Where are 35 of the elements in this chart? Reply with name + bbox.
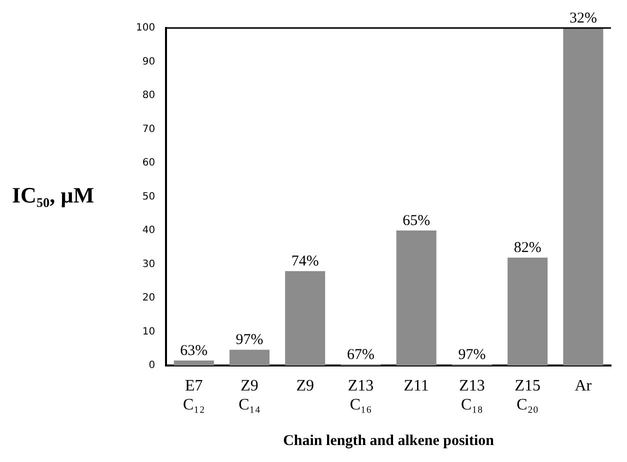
- annotation: 32%: [569, 10, 597, 26]
- y-tick-label: 30: [142, 258, 156, 270]
- y-tick-label: 40: [142, 225, 156, 236]
- x-tick-label: E7 C₁₂: [182, 377, 205, 414]
- x-tick-label: Z13 C₁₆: [348, 377, 374, 414]
- y-tick-label: 80: [142, 90, 156, 102]
- bar: [563, 28, 604, 366]
- x-axis-title: Chain length and alkene position: [283, 432, 495, 449]
- y-tick-label: 20: [142, 292, 156, 304]
- y-tick-label: 70: [142, 124, 156, 135]
- y-tick-label: 50: [142, 191, 156, 202]
- bar: [174, 360, 214, 366]
- y-tick-label: 60: [142, 158, 156, 169]
- x-tick-label: Ar: [574, 377, 592, 394]
- x-tick-label: Z9: [296, 377, 314, 394]
- annotation: 67%: [346, 347, 374, 364]
- annotation: 65%: [402, 212, 430, 229]
- x-tick-label: Z13 C₁₈: [459, 377, 485, 414]
- y-tick-label: 90: [142, 56, 156, 68]
- annotation: 74%: [291, 254, 319, 270]
- annotation: 97%: [458, 347, 486, 364]
- annotation: 97%: [236, 332, 264, 348]
- bar: [285, 271, 326, 366]
- x-tick-label: Z11: [404, 377, 429, 394]
- bar: [229, 350, 270, 366]
- bar: [396, 230, 436, 366]
- bar: [508, 258, 548, 366]
- x-tick-label: Z15 C₂₀: [514, 377, 540, 414]
- y-tick-label: 10: [142, 326, 156, 338]
- y-tick-label: 100: [136, 22, 156, 34]
- annotation: 63%: [180, 342, 208, 359]
- annotation: 82%: [514, 240, 542, 256]
- x-tick-label: Z9 C₁₄: [238, 377, 261, 414]
- y-axis-title: IC₅₀, µM: [12, 182, 94, 208]
- y-tick-label: 0: [148, 360, 156, 372]
